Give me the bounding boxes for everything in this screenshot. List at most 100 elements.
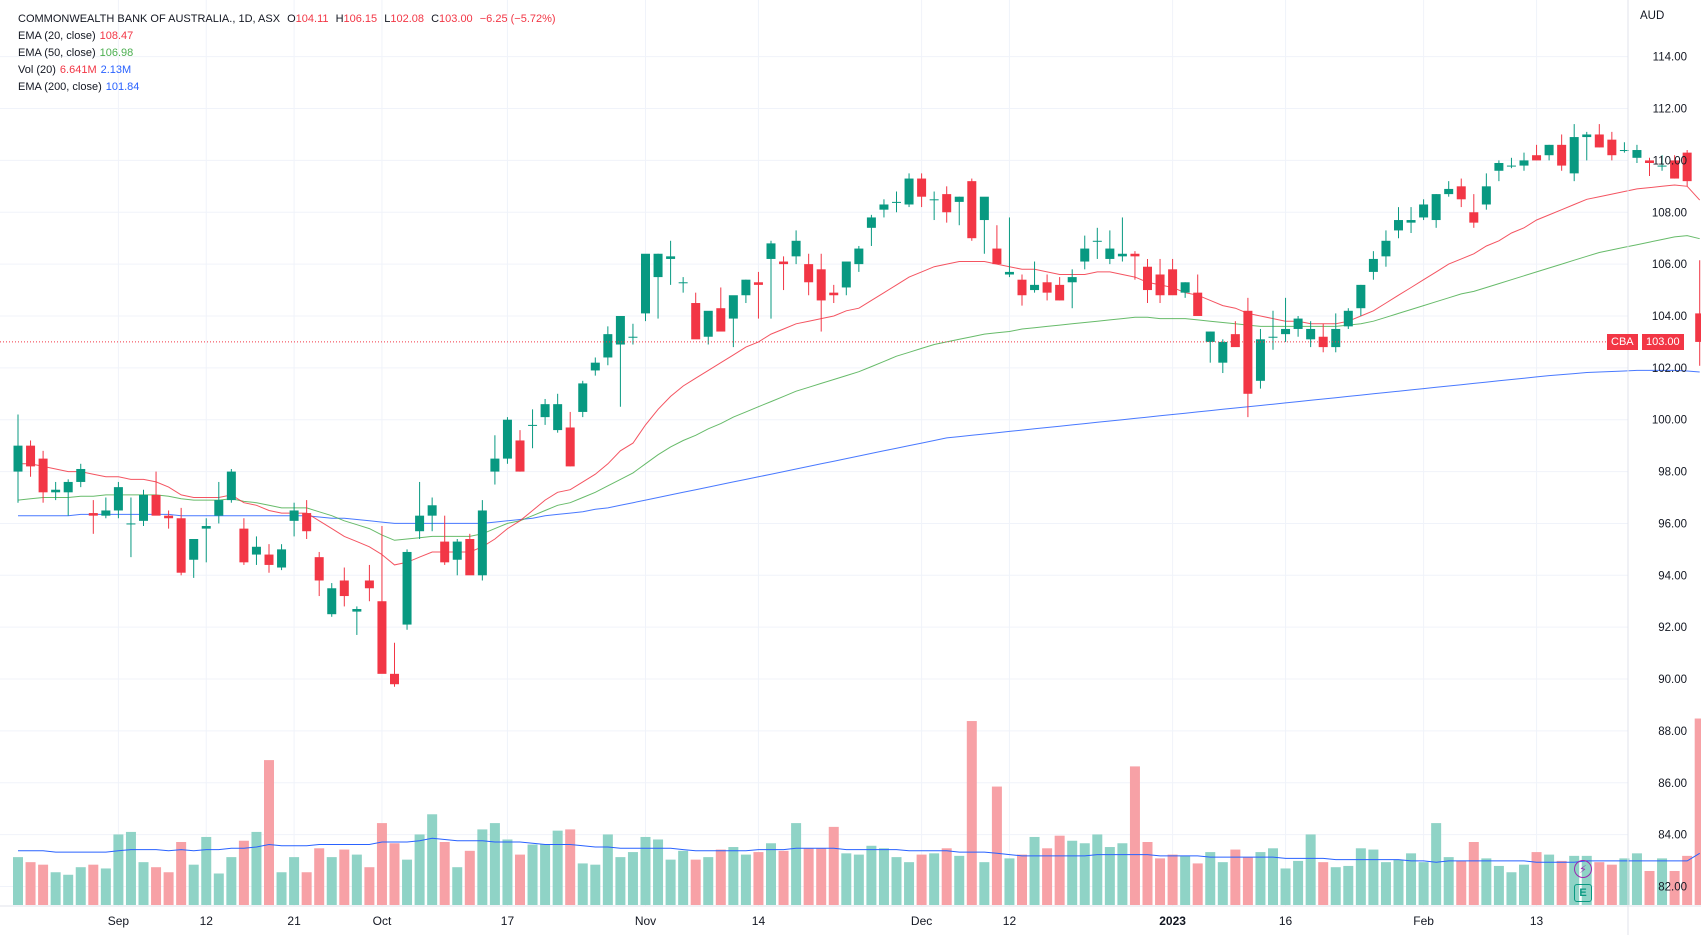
candle <box>302 500 312 539</box>
volume-bar <box>63 874 74 905</box>
candle <box>1117 217 1127 262</box>
volume-bar <box>1569 855 1580 905</box>
candle <box>139 489 148 527</box>
volume-bar <box>402 859 413 905</box>
candle <box>1281 297 1291 342</box>
candle-body <box>929 199 939 201</box>
volume-bar <box>1318 862 1329 905</box>
candle <box>13 414 23 503</box>
candle <box>289 502 299 537</box>
candle-body <box>26 445 36 467</box>
legend-ema50[interactable]: EMA (50, close) 106.98 <box>18 45 556 62</box>
volume-bar <box>904 862 915 905</box>
volume-ma-line <box>18 837 1700 863</box>
candle <box>113 481 123 519</box>
candle-body <box>339 580 349 597</box>
volume-bar <box>1004 858 1015 905</box>
candle-body <box>126 523 136 525</box>
price-tick-label: 90.00 <box>1658 674 1687 686</box>
candle <box>377 526 387 674</box>
volume-bar <box>276 872 287 905</box>
volume-bar <box>866 845 877 905</box>
candle <box>578 380 588 418</box>
legend-comma: , <box>252 13 259 25</box>
volume-bar <box>1493 865 1504 905</box>
candle-body <box>829 292 839 296</box>
legend-volume[interactable]: Vol (20) 6.641M 2.13M <box>18 62 556 79</box>
volume-bar <box>540 844 551 905</box>
candle-body <box>753 282 763 285</box>
lightning-icon[interactable]: ⚡ <box>1574 860 1592 878</box>
time-tick-label: Oct <box>373 914 392 928</box>
volume-bar <box>113 834 124 905</box>
legend-symbol-row[interactable]: COMMONWEALTH BANK OF AUSTRALIA., 1D, ASX… <box>18 11 556 28</box>
candle-body <box>1619 150 1629 152</box>
volume-bar <box>1380 862 1391 905</box>
earnings-icon[interactable]: E <box>1574 884 1592 902</box>
open-label: O <box>287 13 296 25</box>
volume-bar <box>238 840 249 905</box>
volume-bar <box>339 849 350 905</box>
legend-ema20[interactable]: EMA (20, close) 108.47 <box>18 28 556 45</box>
time-axis[interactable]: Sep 12 21 Oct 17 Nov 14 Dec 12 2023 16 Feb 13 <box>0 905 1701 928</box>
candle <box>1080 235 1090 270</box>
volume-bar <box>627 852 638 905</box>
candle-body <box>816 269 826 301</box>
volume-bar <box>1067 840 1078 905</box>
candle <box>1368 251 1378 280</box>
price-tick-label: 110.00 <box>1653 155 1687 167</box>
candle <box>716 287 726 332</box>
candle-body <box>1205 331 1215 342</box>
volume-bar <box>690 859 701 905</box>
candle-body <box>1055 284 1065 301</box>
candle-body <box>1243 310 1253 394</box>
candle <box>879 199 889 218</box>
currency-label[interactable]: AUD <box>1640 10 1665 22</box>
candle-body <box>1105 248 1115 259</box>
ema-lines <box>17 184 1701 566</box>
price-axis[interactable]: 114.00 112.00 110.00 108.00 106.00 104.00 102.… <box>1627 0 1687 935</box>
candle-body <box>1343 310 1353 327</box>
candle <box>63 479 73 516</box>
volume-bar <box>1606 864 1617 905</box>
volume-bar <box>1217 862 1228 905</box>
candle-body <box>1607 139 1617 156</box>
candle-body <box>1130 253 1140 257</box>
volume-bar <box>1481 858 1492 905</box>
candle-body <box>716 308 726 332</box>
interval[interactable]: 1D <box>238 13 253 25</box>
volume-bar <box>565 829 576 905</box>
price-tick-label: 86.00 <box>1658 778 1687 790</box>
candle-body <box>214 500 224 516</box>
ema50-line <box>17 235 1700 541</box>
volume-bar <box>640 836 651 905</box>
legend-ema200[interactable]: EMA (200, close) 101.84 <box>18 79 556 96</box>
symbol-title[interactable]: COMMONWEALTH BANK OF AUSTRALIA. <box>18 13 233 25</box>
candle-body <box>1532 155 1542 161</box>
price-tick-label: 100.00 <box>1652 415 1687 427</box>
candle <box>942 186 952 223</box>
candle-body <box>1180 282 1190 293</box>
candle-body <box>101 510 111 516</box>
candle <box>829 284 839 304</box>
candle <box>1218 339 1228 374</box>
candle-body <box>1017 279 1027 296</box>
candle-body <box>1218 341 1228 363</box>
volume-bar <box>1443 857 1454 905</box>
candle-body <box>440 541 450 563</box>
candle-body <box>1406 220 1416 223</box>
volume-bar <box>1594 862 1605 905</box>
candle <box>1017 274 1027 306</box>
volume-bar <box>929 853 940 905</box>
volume-bar <box>502 839 513 905</box>
candle-body <box>1368 258 1378 272</box>
candle <box>866 214 876 246</box>
candle-body <box>139 494 148 521</box>
candle-body <box>515 440 525 472</box>
volume-bar <box>678 850 689 905</box>
candle-body <box>866 217 876 228</box>
candle-body <box>1557 144 1567 166</box>
candle-body <box>992 248 1002 265</box>
